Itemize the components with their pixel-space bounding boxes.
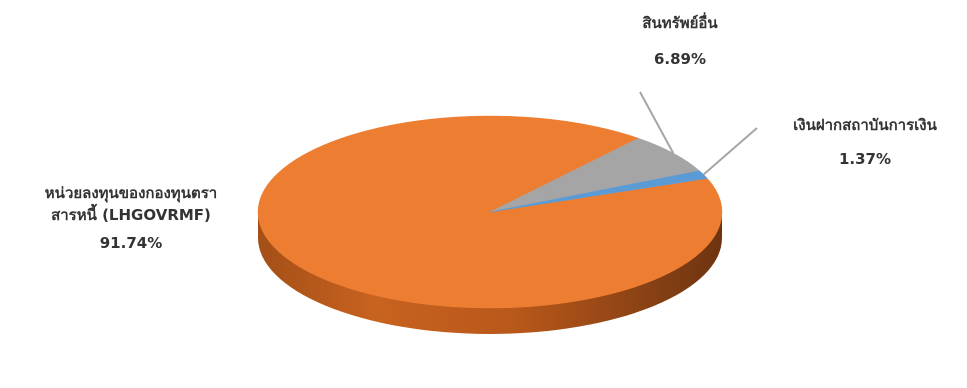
- slice-label-bonds-line2: สารหนี้ (LHGOVRMF): [51, 206, 211, 224]
- leader-lines: [639, 91, 758, 176]
- leader-line-deposits: [702, 127, 758, 176]
- slice-value-deposits: 1.37%: [838, 150, 892, 168]
- pie-slice-layer: [257, 115, 723, 309]
- pie-side-wall: [258, 212, 722, 334]
- slice-label-deposits-line1: เงินฝากสถาบันการเงิน: [793, 116, 937, 134]
- slice-label-bonds-line1: หน่วยลงทุนของกองทุนตรา: [44, 184, 218, 202]
- slice-label-deposits: เงินฝากสถาบันการเงิน 1.37%: [760, 114, 967, 170]
- slice-value-other-assets: 6.89%: [653, 50, 707, 68]
- pie-side-layer: [258, 212, 722, 334]
- leader-line-other-assets: [639, 91, 675, 154]
- pie-slice-deposits: [489, 170, 708, 213]
- slice-value-bonds: 91.74%: [99, 234, 163, 252]
- slice-label-bonds: หน่วยลงทุนของกองทุนตรา สารหนี้ (LHGOVRMF…: [0, 182, 262, 254]
- slice-label-other-assets: สินทรัพย์อื่น 6.89%: [580, 12, 780, 70]
- slice-label-other-assets-line1: สินทรัพย์อื่น: [642, 14, 718, 32]
